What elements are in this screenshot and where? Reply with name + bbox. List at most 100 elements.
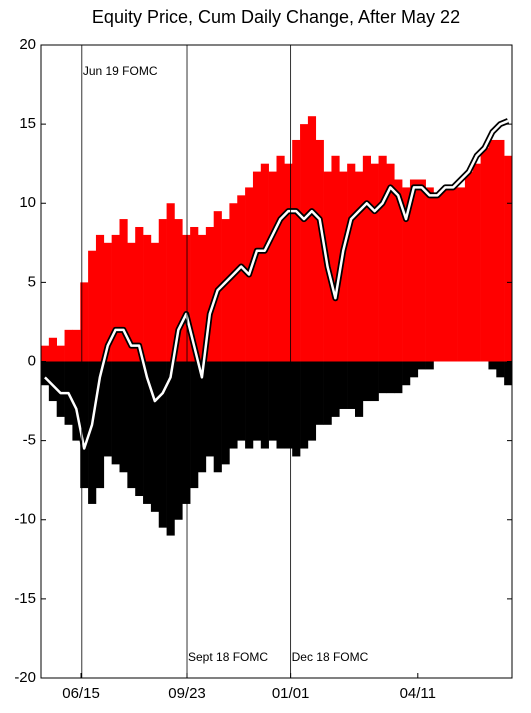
- bar: [221, 219, 230, 362]
- x-tick-label: 06/15: [62, 685, 100, 702]
- bar: [504, 155, 513, 362]
- bar: [307, 361, 317, 441]
- bar: [339, 361, 348, 409]
- y-tick-label: 5: [28, 273, 36, 290]
- bar: [409, 179, 419, 362]
- bar: [292, 139, 301, 362]
- bar: [182, 361, 191, 504]
- bar: [457, 187, 466, 362]
- bar: [119, 361, 128, 473]
- bar: [284, 361, 293, 449]
- bar: [252, 361, 262, 441]
- bar: [72, 361, 81, 441]
- bar: [323, 361, 332, 425]
- bar: [80, 361, 89, 489]
- bar: [472, 163, 481, 362]
- bar: [276, 155, 285, 362]
- bar: [221, 361, 230, 465]
- bar: [41, 345, 50, 362]
- bar: [355, 171, 364, 362]
- bar: [95, 234, 105, 362]
- bar: [370, 163, 379, 362]
- x-tick-label: 01/01: [272, 685, 310, 702]
- y-tick-label: 15: [19, 115, 36, 132]
- bar: [166, 361, 175, 536]
- bar: [300, 361, 309, 449]
- bar: [347, 163, 356, 362]
- y-tick-label: 10: [19, 194, 36, 211]
- bar: [95, 361, 105, 489]
- bar: [362, 155, 371, 362]
- bar: [331, 361, 340, 417]
- annotation: Dec 18 FOMC: [292, 650, 369, 664]
- bar: [464, 171, 474, 362]
- bar: [268, 361, 277, 441]
- bar: [190, 361, 199, 489]
- bar: [425, 361, 434, 370]
- bar: [174, 361, 183, 520]
- bar: [362, 361, 371, 402]
- bar: [190, 226, 199, 362]
- bar: [127, 361, 136, 489]
- bar: [72, 329, 81, 362]
- bar: [64, 329, 73, 362]
- bar: [425, 187, 434, 362]
- bar: [402, 361, 411, 386]
- bar: [496, 361, 505, 378]
- bar: [127, 242, 136, 362]
- bar: [143, 361, 152, 504]
- bar: [307, 116, 317, 362]
- bar: [229, 203, 238, 362]
- bar: [48, 337, 57, 362]
- bar: [355, 361, 364, 417]
- bar: [441, 187, 450, 362]
- bar: [158, 361, 167, 528]
- bar: [370, 361, 379, 402]
- annotation: Sept 18 FOMC: [188, 650, 268, 664]
- y-tick-label: -15: [14, 590, 36, 607]
- x-tick-label: 09/23: [168, 685, 206, 702]
- bar: [331, 155, 340, 362]
- bar: [378, 361, 387, 394]
- bar: [198, 361, 207, 473]
- bar: [417, 361, 426, 370]
- bar: [150, 361, 160, 512]
- bar: [143, 234, 152, 362]
- bar: [433, 195, 442, 362]
- bar: [103, 242, 112, 362]
- bar: [300, 124, 309, 362]
- bar: [205, 226, 214, 362]
- bar: [315, 139, 324, 362]
- bar: [402, 187, 411, 362]
- y-tick-label: -5: [23, 432, 36, 449]
- y-tick-label: 20: [19, 36, 36, 53]
- bar: [504, 361, 513, 386]
- bar: [205, 361, 214, 457]
- bar: [378, 155, 387, 362]
- bar: [237, 195, 246, 362]
- bar: [394, 179, 403, 362]
- bar: [158, 219, 167, 362]
- bar: [119, 219, 128, 362]
- bar: [229, 361, 238, 449]
- bar: [245, 361, 254, 449]
- bar: [347, 361, 356, 409]
- y-tick-label: 0: [28, 352, 36, 369]
- bar: [198, 234, 207, 362]
- bar: [488, 139, 497, 362]
- bar: [315, 361, 324, 425]
- bar: [41, 361, 50, 386]
- bar: [292, 361, 301, 457]
- annotation: Jun 19 FOMC: [83, 64, 158, 78]
- bar: [56, 345, 65, 362]
- bar: [182, 234, 191, 362]
- bar: [386, 163, 395, 362]
- bar: [213, 361, 222, 473]
- bar: [88, 250, 97, 362]
- line: [44, 119, 509, 450]
- y-tick-label: -20: [14, 669, 36, 686]
- bar: [488, 361, 497, 370]
- bar: [409, 361, 419, 378]
- bar: [174, 219, 183, 362]
